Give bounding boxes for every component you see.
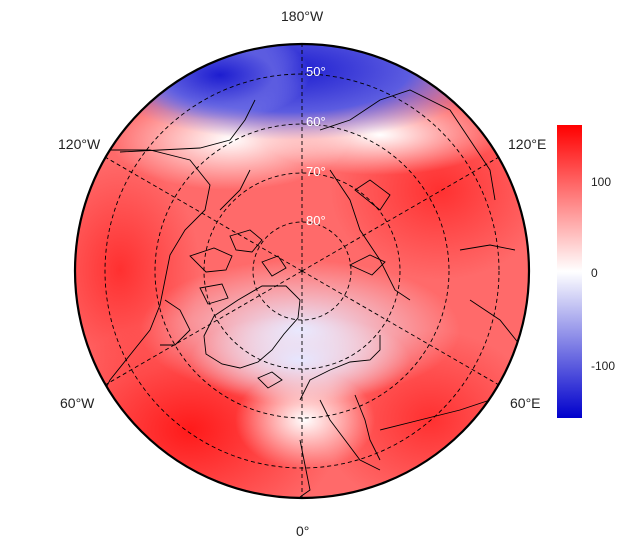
lat-label-80: 80° bbox=[306, 213, 326, 228]
colorbar bbox=[557, 125, 582, 418]
lat-label-70: 70° bbox=[306, 164, 326, 179]
lat-label-50: 50° bbox=[306, 64, 326, 79]
meridian-60w bbox=[104, 270, 303, 386]
lon-label-bottom: 0° bbox=[296, 523, 310, 539]
latitude-circle-80 bbox=[252, 221, 352, 321]
meridian-120e bbox=[301, 156, 500, 272]
field-layer bbox=[75, 44, 529, 498]
colorbar-tick-0: 0 bbox=[591, 266, 598, 280]
meridian-120w bbox=[104, 156, 303, 272]
latitude-circle-70 bbox=[203, 172, 401, 370]
lon-label-upper-left: 120°W bbox=[58, 136, 101, 152]
lon-label-lower-right: 60°E bbox=[510, 395, 541, 411]
lat-label-60: 60° bbox=[306, 114, 326, 129]
lon-label-lower-left: 60°W bbox=[60, 395, 95, 411]
meridian-60e bbox=[301, 270, 500, 386]
colorbar-tick-minus-100: -100 bbox=[591, 359, 616, 373]
lon-label-top: 180°W bbox=[281, 8, 324, 24]
colorbar-tick-100: 100 bbox=[591, 175, 612, 189]
latitude-circle-60 bbox=[154, 123, 450, 419]
lon-label-upper-right: 120°E bbox=[508, 136, 547, 152]
graticule bbox=[104, 44, 500, 498]
map-border bbox=[73, 42, 531, 500]
